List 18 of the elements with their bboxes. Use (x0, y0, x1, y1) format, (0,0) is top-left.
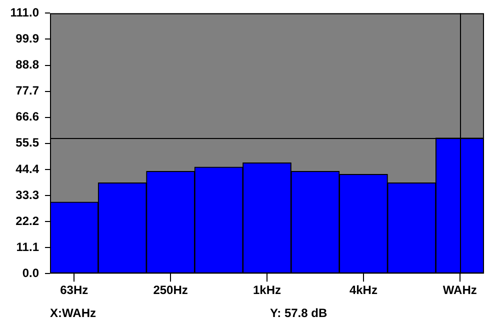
y-tick-label: 88.8 (16, 58, 40, 72)
y-tick-label: 11.1 (16, 240, 40, 254)
x-tick-label: 1kHz (252, 283, 282, 298)
y-tick-label: 99.9 (16, 32, 40, 46)
y-tick-label: 33.3 (16, 188, 40, 202)
y-tick-label: 22.2 (16, 214, 40, 228)
x-tick-label: WAHz (442, 283, 477, 298)
x-tick-label: 63Hz (60, 283, 88, 298)
x-tick-label: 250Hz (153, 283, 188, 298)
y-tick-label: 77.7 (16, 84, 40, 98)
text: X:WAHz (50, 306, 96, 320)
y-tick-label: 111.0 (10, 6, 40, 20)
text: Y: 57.8 dB (270, 306, 328, 320)
x-tick-label: 4kHz (349, 283, 378, 298)
y-tick-label: 44.4 (16, 162, 40, 176)
y-tick-label: 0.0 (22, 266, 40, 280)
y-tick-label: 55.5 (16, 136, 40, 150)
y-tick-label: 66.6 (16, 110, 40, 124)
